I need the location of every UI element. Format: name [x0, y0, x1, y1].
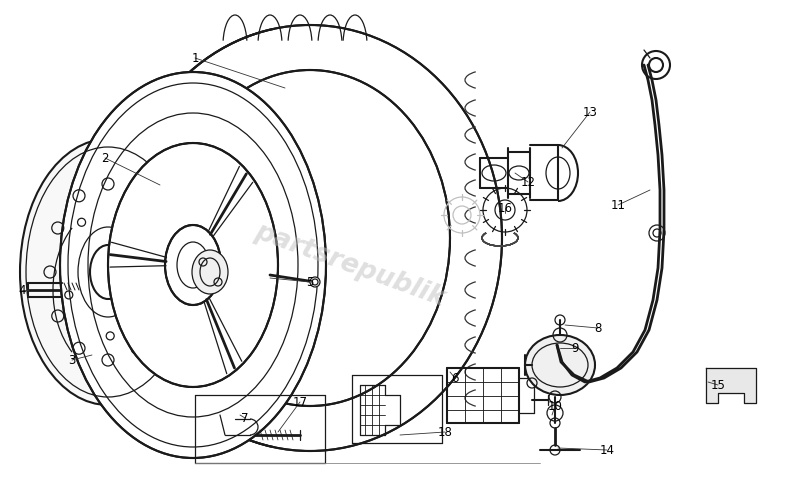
Text: 11: 11	[610, 198, 626, 212]
Text: 4: 4	[18, 284, 26, 296]
Ellipse shape	[118, 25, 502, 451]
Text: 9: 9	[571, 342, 578, 354]
Ellipse shape	[20, 139, 196, 405]
Polygon shape	[706, 368, 756, 403]
Ellipse shape	[192, 250, 228, 294]
Text: 13: 13	[582, 105, 598, 119]
Ellipse shape	[108, 143, 278, 387]
Text: 7: 7	[242, 412, 249, 424]
Text: 16: 16	[498, 201, 513, 215]
Circle shape	[310, 277, 320, 287]
Text: 2: 2	[102, 151, 109, 165]
Text: 14: 14	[599, 443, 614, 457]
Text: 1: 1	[191, 51, 198, 65]
Ellipse shape	[170, 70, 450, 406]
Text: 5: 5	[306, 275, 314, 289]
Text: 18: 18	[438, 425, 453, 439]
Text: 8: 8	[594, 321, 602, 335]
Text: 15: 15	[710, 378, 726, 392]
Text: 10: 10	[547, 399, 562, 413]
Text: 3: 3	[68, 353, 76, 367]
Ellipse shape	[165, 225, 221, 305]
Text: 6: 6	[451, 371, 458, 385]
Ellipse shape	[60, 72, 326, 458]
Text: partsrepublik: partsrepublik	[251, 219, 449, 312]
Ellipse shape	[525, 335, 595, 395]
Text: 17: 17	[293, 395, 307, 409]
Text: 12: 12	[521, 175, 535, 189]
